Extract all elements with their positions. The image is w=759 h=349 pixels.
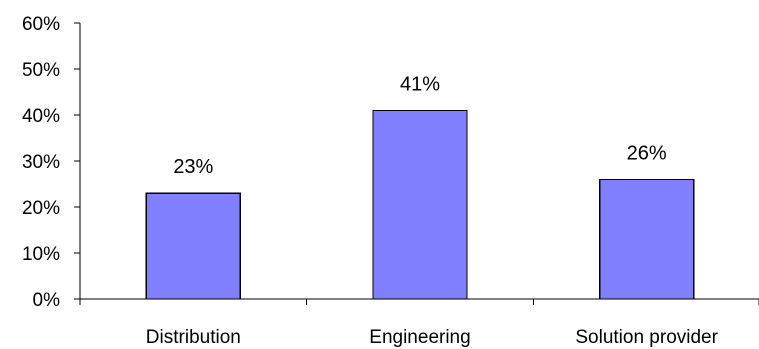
y-tick-label: 60%	[22, 14, 60, 35]
category-label: Engineering	[369, 327, 470, 348]
y-tick-labels-group: 0% 10% 20% 30% 40% 50% 60%	[22, 14, 60, 311]
category-labels-group: Distribution Engineering Solution provider	[146, 327, 719, 348]
bars-group	[145, 109, 695, 300]
bar-engineering	[372, 109, 468, 300]
y-tick-label: 10%	[22, 244, 60, 265]
y-tick-label: 20%	[22, 198, 60, 219]
data-labels-group: 23% 41% 26%	[173, 73, 667, 178]
bar-solution-provider	[599, 178, 695, 300]
category-label: Distribution	[146, 327, 241, 348]
y-tick-label: 50%	[22, 60, 60, 81]
y-tick-label: 30%	[22, 152, 60, 173]
y-ticks-group	[74, 22, 80, 300]
category-label: Solution provider	[575, 327, 718, 348]
data-label: 26%	[627, 142, 667, 164]
y-tick-label: 40%	[22, 106, 60, 127]
y-tick-label: 0%	[33, 290, 61, 311]
bar-distribution	[145, 192, 241, 300]
data-label: 41%	[400, 73, 440, 95]
data-label: 23%	[173, 156, 213, 178]
x-ticks-group	[79, 299, 759, 305]
